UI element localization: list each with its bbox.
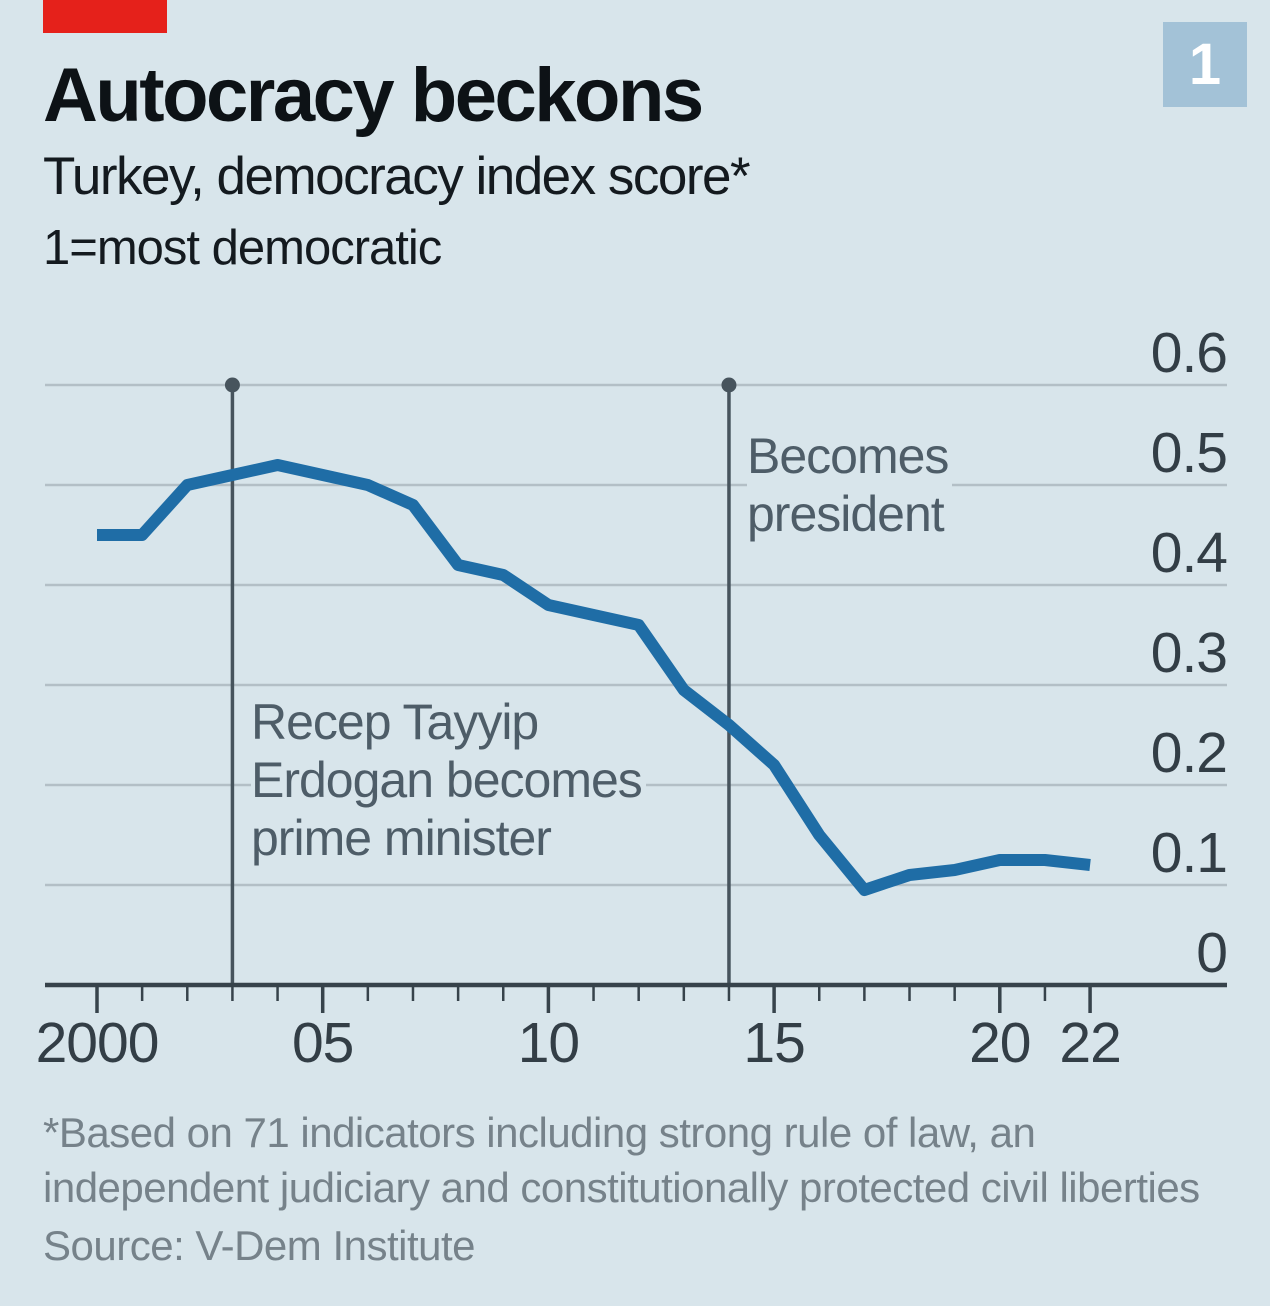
event-dot	[224, 377, 240, 393]
annotation-line: prime minister	[251, 810, 552, 866]
x-axis-label: 10	[518, 1011, 579, 1075]
x-axis-label: 05	[292, 1011, 353, 1075]
x-axis-label: 2000	[36, 1011, 159, 1075]
annotation-line: president	[747, 486, 945, 542]
y-axis-label: 0	[1196, 921, 1227, 985]
unit-note: 1=most democratic	[43, 221, 442, 275]
economist-red-tab	[43, 0, 167, 33]
y-axis-label: 0.6	[1151, 321, 1227, 385]
y-axis-label: 0.4	[1151, 521, 1228, 585]
x-axis-label: 15	[743, 1011, 804, 1075]
data-line	[97, 459, 1091, 896]
footnote-line-2: independent judiciary and constitutional…	[43, 1164, 1200, 1211]
y-axis-label: 0.2	[1151, 721, 1227, 785]
chart-title: Autocracy beckons	[43, 53, 704, 138]
figure-number: 1	[1188, 32, 1222, 97]
y-axis-label: 0.1	[1151, 821, 1227, 885]
footnote: *Based on 71 indicators including strong…	[43, 1105, 1200, 1215]
event-dot	[721, 377, 737, 393]
y-axis-label: 0.5	[1151, 421, 1227, 485]
x-axis-label: 20	[969, 1011, 1030, 1075]
annotation-president: Becomes president	[747, 427, 953, 543]
y-axis-label: 0.3	[1151, 621, 1227, 685]
footnote-line-1: *Based on 71 indicators including strong…	[43, 1109, 1036, 1156]
chart-subtitle: Turkey, democracy index score*	[43, 147, 751, 206]
x-axis-label: 22	[1059, 1011, 1120, 1075]
annotation-line: Erdogan becomes	[251, 752, 643, 808]
annotation-line: Becomes	[747, 428, 949, 484]
figure-number-badge: 1	[1163, 22, 1247, 107]
source-line: Source: V-Dem Institute	[43, 1222, 476, 1269]
annotation-line: Recep Tayyip	[251, 694, 539, 750]
annotation-prime-minister: Recep Tayyip Erdogan becomes prime minis…	[251, 693, 646, 867]
